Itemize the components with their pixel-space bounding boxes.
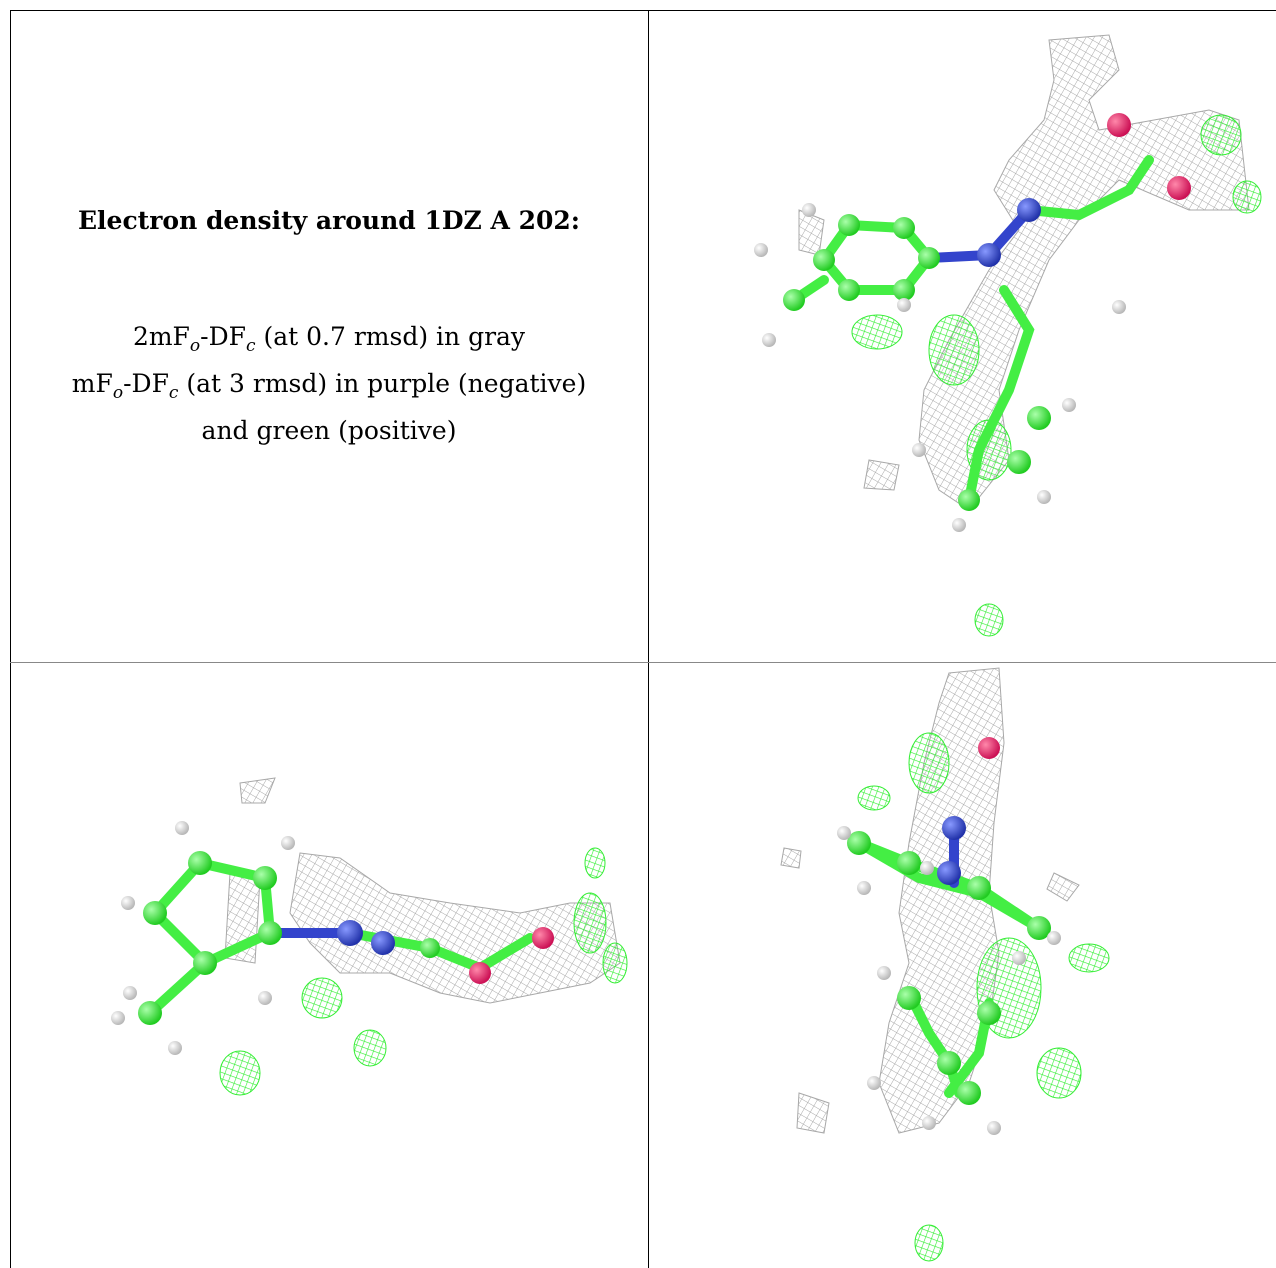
legend-line-2fofc: 2mFo-DFc (at 0.7 rmsd) in gray: [132, 322, 526, 356]
frame-center-vertical: [648, 10, 649, 1268]
legend-line-fofc: mFo-DFc (at 3 rmsd) in purple (negative): [71, 369, 587, 403]
density-view-bottom-right: [649, 663, 1276, 1268]
molecule-atoms: [837, 737, 1061, 1135]
mesh-2fofc: [780, 667, 1080, 1134]
mesh-2fofc: [798, 34, 1250, 511]
frame-center-horizontal: [10, 662, 1276, 663]
molecule-atoms: [754, 113, 1191, 532]
legend-line-colors: and green (positive): [201, 416, 457, 445]
mesh-positive: [219, 847, 628, 1096]
caption-panel: Electron density around 1DZ A 202: 2mFo-…: [10, 10, 648, 662]
mesh-2fofc: [224, 777, 621, 1004]
density-view-bottom-left: [10, 663, 648, 1268]
frame-left-border: [10, 10, 11, 1268]
frame-top-border: [10, 10, 1276, 11]
caption-title: Electron density around 1DZ A 202:: [78, 206, 580, 235]
caption-legend: 2mFo-DFc (at 0.7 rmsd) in gray mFo-DFc (…: [10, 318, 648, 450]
molecule-atoms: [111, 821, 554, 1055]
density-view-top-right: [649, 10, 1276, 662]
